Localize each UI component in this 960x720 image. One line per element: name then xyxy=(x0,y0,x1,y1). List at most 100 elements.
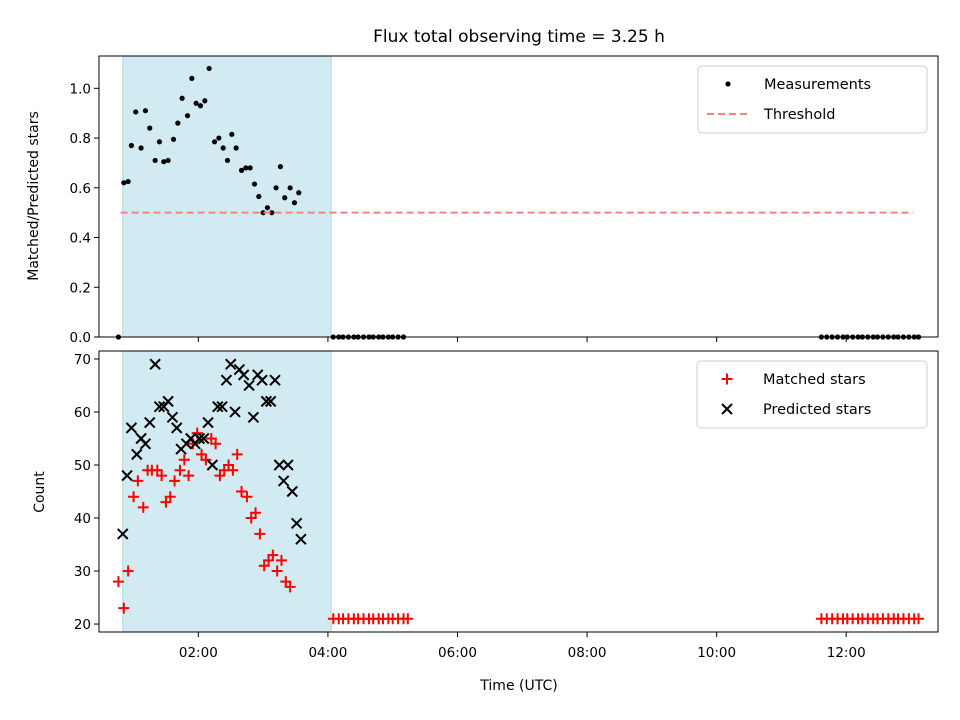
data-point xyxy=(197,103,204,109)
y-tick-label: 0.8 xyxy=(70,131,91,147)
data-point xyxy=(229,406,241,418)
data-point xyxy=(282,195,288,201)
data-point xyxy=(277,164,284,170)
legend-box xyxy=(697,65,928,134)
data-point xyxy=(131,448,143,461)
data-point xyxy=(122,565,134,577)
y-tick-label: 40 xyxy=(74,511,91,527)
data-point xyxy=(295,533,307,545)
data-point xyxy=(260,395,273,408)
legend-label: Measurements xyxy=(764,77,871,93)
data-point xyxy=(121,469,133,482)
legend-label: Threshold xyxy=(763,107,835,123)
data-point xyxy=(269,210,275,216)
legend-key-matched xyxy=(721,373,733,385)
data-point xyxy=(290,517,303,530)
data-point xyxy=(212,400,224,413)
data-point xyxy=(112,576,124,588)
data-point xyxy=(184,113,191,119)
data-point xyxy=(200,454,212,466)
data-point xyxy=(236,486,248,497)
data-point xyxy=(128,491,140,503)
data-point xyxy=(256,193,262,200)
data-point xyxy=(198,432,210,445)
legend: Measurements Threshold xyxy=(697,65,928,134)
data-point xyxy=(247,411,260,423)
data-point xyxy=(287,185,293,191)
y-axis-label-top: Matched/Predicted stars xyxy=(26,111,42,281)
data-point xyxy=(170,136,177,142)
data-point xyxy=(139,438,152,450)
data-point xyxy=(264,395,277,408)
data-point xyxy=(273,185,279,191)
data-point xyxy=(179,95,185,101)
data-point xyxy=(133,109,139,115)
data-point xyxy=(161,159,167,165)
data-point xyxy=(237,369,250,381)
data-point xyxy=(231,448,243,460)
data-point xyxy=(153,400,166,413)
data-point xyxy=(227,464,239,476)
data-point xyxy=(206,65,212,72)
data-point xyxy=(243,165,249,171)
axes-frame xyxy=(98,350,939,633)
legend-label: Predicted stars xyxy=(763,402,871,418)
legend-key-measurements xyxy=(725,81,731,87)
data-point xyxy=(202,416,214,429)
data-point xyxy=(183,470,195,482)
panel-1: 0.0 0.2 0.4 0.6 0.8 1.0 Measurements Threshold xyxy=(70,55,939,346)
legend-box xyxy=(696,360,928,429)
series-predicted-stars xyxy=(117,358,307,545)
data-point xyxy=(156,470,168,482)
data-point xyxy=(137,501,149,513)
y-tick-label: 70 xyxy=(74,352,91,368)
data-point xyxy=(291,200,298,206)
data-point xyxy=(264,205,271,211)
x-tick-label: 06:00 xyxy=(438,645,477,661)
data-point xyxy=(216,400,228,413)
data-point xyxy=(164,491,176,503)
data-point xyxy=(125,422,138,434)
data-point xyxy=(165,157,171,164)
data-point xyxy=(273,459,286,471)
data-point xyxy=(144,416,156,429)
x-tick-label: 10:00 xyxy=(697,645,736,661)
data-point xyxy=(284,581,296,593)
data-point xyxy=(202,98,208,104)
data-point xyxy=(117,528,129,540)
data-point xyxy=(282,459,294,471)
data-point xyxy=(178,454,190,466)
data-point xyxy=(233,145,239,151)
x-tick-label: 12:00 xyxy=(827,645,866,661)
data-point xyxy=(211,139,218,145)
data-point xyxy=(220,374,233,386)
data-point xyxy=(149,358,161,370)
data-point xyxy=(241,491,253,503)
legend-label: Matched stars xyxy=(763,372,866,388)
x-tick-label: 04:00 xyxy=(308,645,347,661)
chart-title: Flux total observing time = 3.25 h xyxy=(373,27,665,47)
data-point xyxy=(193,100,199,106)
data-point xyxy=(169,475,181,487)
series-matched-stars xyxy=(112,427,925,625)
data-point xyxy=(147,125,153,131)
data-point xyxy=(175,120,181,126)
y-tick-label: 0.4 xyxy=(70,231,91,247)
data-point xyxy=(121,180,127,186)
y-tick-label: 0.6 xyxy=(70,181,91,197)
y-tick-label: 20 xyxy=(74,617,91,633)
data-point xyxy=(128,142,134,149)
data-point xyxy=(189,75,195,81)
data-point xyxy=(254,528,266,540)
y-tick-label: 0.2 xyxy=(70,280,91,296)
data-point xyxy=(118,602,130,614)
data-point xyxy=(251,181,258,187)
data-point xyxy=(229,131,235,137)
data-point xyxy=(206,459,219,471)
x-axis-label: Time (UTC) xyxy=(479,678,557,694)
data-point xyxy=(193,432,206,445)
y-tick-label: 30 xyxy=(74,564,91,580)
data-point xyxy=(220,145,226,151)
